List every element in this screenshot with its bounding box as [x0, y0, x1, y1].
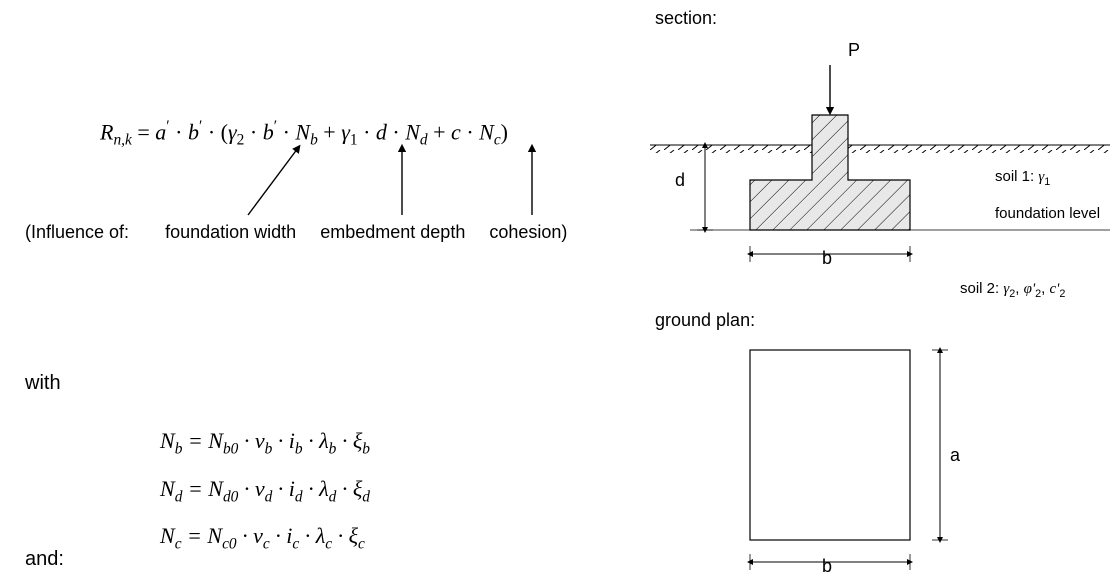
soil2-sub3: 2	[1059, 288, 1065, 300]
Nd-xis: d	[362, 488, 370, 505]
Nc-lam: λ	[316, 523, 326, 548]
Nb-eq: =	[182, 428, 208, 453]
Nc-lhsub: c	[175, 536, 182, 553]
Nc-xi: ξ	[349, 523, 358, 548]
and-label: and:	[25, 548, 64, 571]
Nd-eq: =	[182, 476, 208, 501]
influence-cohesion: cohesion)	[489, 222, 567, 242]
Nd-is: d	[295, 488, 303, 505]
eq-Nd-row: Nd = Nd0 · νd · id · λd · ξd	[160, 466, 370, 514]
label-soil1: soil 1: γ1	[995, 168, 1050, 188]
Nc-lhs: N	[160, 523, 175, 548]
Nd-d4: ·	[336, 476, 353, 501]
label-foundation-level: foundation level	[995, 205, 1100, 222]
eq-Nc-row: Nc = Nc0 · νc · ic · λc · ξc	[160, 513, 370, 561]
soil2-sub2: 2	[1035, 288, 1041, 300]
Nc-d1: ·	[237, 523, 254, 548]
influence-line: (Influence of: foundation width embedmen…	[25, 222, 567, 243]
Nc-N0s: c0	[222, 536, 237, 553]
label-a: a	[950, 445, 960, 466]
soil2-sub1: 2	[1009, 288, 1015, 300]
Nb-lhs: N	[160, 428, 175, 453]
eq-Nb-row: Nb = Nb0 · νb · ib · λb · ξb	[160, 418, 370, 466]
Nd-N0: N	[208, 476, 223, 501]
Nc-d2: ·	[270, 523, 287, 548]
label-soil2: soil 2: γ2, φ'2, c'2	[960, 280, 1065, 300]
Nb-is: b	[295, 440, 303, 457]
influence-depth: embedment depth	[320, 222, 465, 242]
section-drawing	[650, 30, 1110, 290]
Nd-lam: λ	[319, 476, 329, 501]
Nb-lam: λ	[319, 428, 329, 453]
with-label: with	[25, 372, 61, 395]
Nb-xis: b	[362, 440, 370, 457]
Nc-eq: =	[182, 523, 208, 548]
Nc-d4: ·	[332, 523, 349, 548]
Nd-lhs: N	[160, 476, 175, 501]
Nb-N0s: b0	[223, 440, 238, 457]
label-groundplan: ground plan:	[655, 310, 755, 331]
Nc-N0: N	[207, 523, 222, 548]
soil2-prefix: soil 2:	[960, 280, 1003, 297]
label-section: section:	[655, 8, 717, 29]
equation-stack: Nb = Nb0 · νb · ib · λb · ξb Nd = Nd0 · …	[160, 418, 370, 561]
Nc-d3: ·	[299, 523, 316, 548]
Nb-d1: ·	[238, 428, 255, 453]
Nd-nu: ν	[255, 476, 265, 501]
Nb-xi: ξ	[353, 428, 362, 453]
label-P: P	[848, 40, 860, 61]
Nb-nu: ν	[255, 428, 265, 453]
Nb-d2: ·	[272, 428, 289, 453]
Nb-d4: ·	[336, 428, 353, 453]
Nd-N0s: d0	[223, 488, 238, 505]
influence-width: foundation width	[165, 222, 296, 242]
Nd-d1: ·	[238, 476, 255, 501]
label-b-section: b	[822, 248, 832, 269]
Nb-d3: ·	[303, 428, 320, 453]
Nd-xi: ξ	[353, 476, 362, 501]
soil2-sym3: c'	[1050, 281, 1060, 297]
soil1-sub: 1	[1044, 176, 1050, 188]
Nb-N0: N	[208, 428, 223, 453]
Nd-d2: ·	[272, 476, 289, 501]
page: Rn,k = a′ · b′ · (γ2 · b′ · Nb + γ1 · d …	[0, 0, 1110, 581]
soil2-sym2: φ'	[1024, 281, 1036, 297]
diagram: section: P d b soil 1: γ1 found	[650, 0, 1110, 581]
Nc-nus: c	[263, 536, 270, 553]
label-d: d	[675, 170, 685, 191]
soil1-prefix: soil 1:	[995, 168, 1038, 185]
Nc-nu: ν	[253, 523, 263, 548]
arrows-eq	[0, 0, 650, 260]
Nc-xis: c	[358, 536, 365, 553]
label-b-plan: b	[822, 556, 832, 577]
Nd-d3: ·	[303, 476, 320, 501]
influence-prefix: (Influence of:	[25, 222, 129, 242]
